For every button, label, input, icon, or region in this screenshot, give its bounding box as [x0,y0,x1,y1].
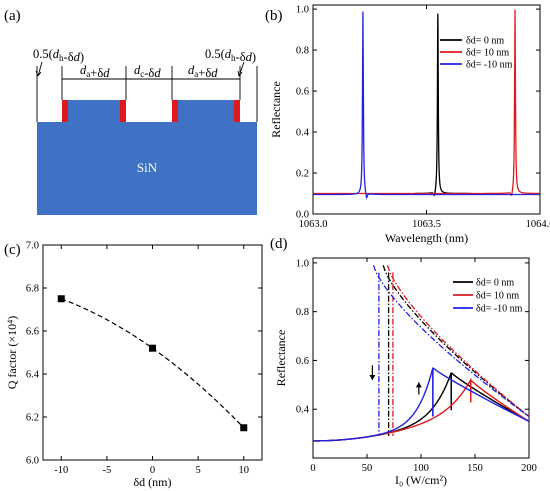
sin-substrate [37,122,257,215]
dim-left-ridge: da+δd [80,63,110,80]
c-x-tick-label: 0 [150,465,155,476]
b-y-tick-label: 0.4 [296,128,310,139]
dim-right-edge: 0.5(dh-δd) [205,47,256,64]
panel-label-d: (d) [270,236,288,252]
d-y-tick-label: 0.4 [296,405,310,416]
d-arrow-up-head [415,382,422,388]
c-y-tick-label: 6.4 [26,370,40,381]
c-x-tick-label: 10 [239,465,250,476]
c-x-tick-label: -5 [103,465,112,476]
c-x-tick-label: 5 [196,465,201,476]
b-legend-label-0: δd= 0 nm [466,36,504,47]
c-y-axis-label: Q factor (×10⁴) [5,316,19,390]
d-x-tick-label: 0 [310,463,315,474]
b-x-tick-label: 1063.0 [299,219,328,230]
dimension-lines [35,61,258,122]
b-y-tick-label: 0.8 [296,46,309,57]
right-ridge-wall-outer [234,100,240,122]
b-x-axis-label: Wavelength (nm) [385,231,468,245]
d-legend-label-0: δd= 0 nm [476,278,514,289]
b-y-tick-label: 1.0 [296,5,309,16]
d-solid-upper-1 [470,379,530,422]
left-ridge [62,100,126,122]
q-factor-chart: -10 -5 0 5 10 6.0 6.2 6.4 6.6 6.8 7.0 Q factor (×10… [5,241,263,489]
reflectance-spectrum-chart: 1063.0 1063.5 1064.0 0.0 0.2 0.4 0.6 0.8 1.0 Refl… [269,4,550,245]
b-y-tick-label: 0.6 [296,87,309,98]
right-ridge-wall-inner [172,100,178,122]
b-plot-frame [312,4,541,215]
panel-label-b: (b) [265,8,283,24]
d-arrow-down-head [369,374,376,380]
d-dashdot-upper-1 [386,265,530,418]
c-y-tick-label: 6.2 [26,413,39,424]
d-y-tick-label: 0.8 [296,307,309,318]
dim-left-edge: 0.5(dh-δd) [33,47,84,64]
c-trend-line [61,298,245,429]
d-x-tick-label: 50 [362,463,373,474]
c-x-axis-label: δd (nm) [134,475,172,489]
panel-label-c: (c) [4,242,21,258]
d-solid-upper-2 [432,367,530,423]
c-plot-frame [42,244,263,461]
b-series-line-2 [313,11,540,200]
d-legend-label-1: δd= 10 nm [476,291,519,302]
dim-gap: dc-δd [134,63,161,80]
c-y-tick-label: 6.0 [26,456,39,467]
d-y-tick-label: 1.0 [296,258,309,269]
b-legend-label-2: δd= -10 nm [466,60,513,71]
d-x-axis-label: I₀ (W/cm²) [395,473,447,487]
d-solid-lower-0 [312,372,452,442]
left-ridge-wall-inner [120,100,126,122]
substrate-label: SiN [137,160,158,175]
c-y-tick-label: 6.6 [26,327,39,338]
panel-label-a: (a) [4,8,21,24]
c-y-tick-label: 6.8 [26,284,39,295]
left-ridge-wall-outer [62,100,68,122]
d-legend-label-2: δd= -10 nm [476,304,523,315]
c-data-point-0 [57,295,65,303]
c-data-point-2 [240,424,248,432]
geometry-schematic: SiN 0.5(dh-δd) da+δd dc-δd da+δd 0.5(dh-… [33,47,258,215]
c-y-tick-label: 7.0 [26,241,39,252]
b-x-tick-label: 1064.0 [526,219,550,230]
d-x-tick-label: 200 [521,463,537,474]
b-x-tick-label: 1063.5 [412,219,441,230]
c-data-point-1 [149,344,156,352]
dim-right-ridge: da+δd [188,63,218,80]
b-y-tick-label: 0.0 [296,210,309,221]
c-x-tick-label: -10 [54,465,68,476]
bistability-chart: 0 50 100 150 200 0.4 0.6 0.8 1.0 Reflectance I₀ (W… [274,257,537,487]
right-ridge [172,100,240,122]
d-x-tick-label: 150 [467,463,483,474]
d-x-tick-label: 100 [413,463,429,474]
d-solid-upper-0 [450,372,530,423]
b-y-tick-label: 0.2 [296,169,309,180]
d-dashdot-upper-2 [372,265,530,418]
d-solid-lower-1 [312,377,472,442]
d-solid-lower-2 [312,367,434,442]
d-y-tick-label: 0.6 [296,356,309,367]
b-legend-label-1: δd= 10 nm [466,48,509,59]
d-y-axis-label: Reflectance [274,330,288,387]
b-y-axis-label: Reflectance [269,81,283,138]
b-series-line-1 [313,9,540,196]
